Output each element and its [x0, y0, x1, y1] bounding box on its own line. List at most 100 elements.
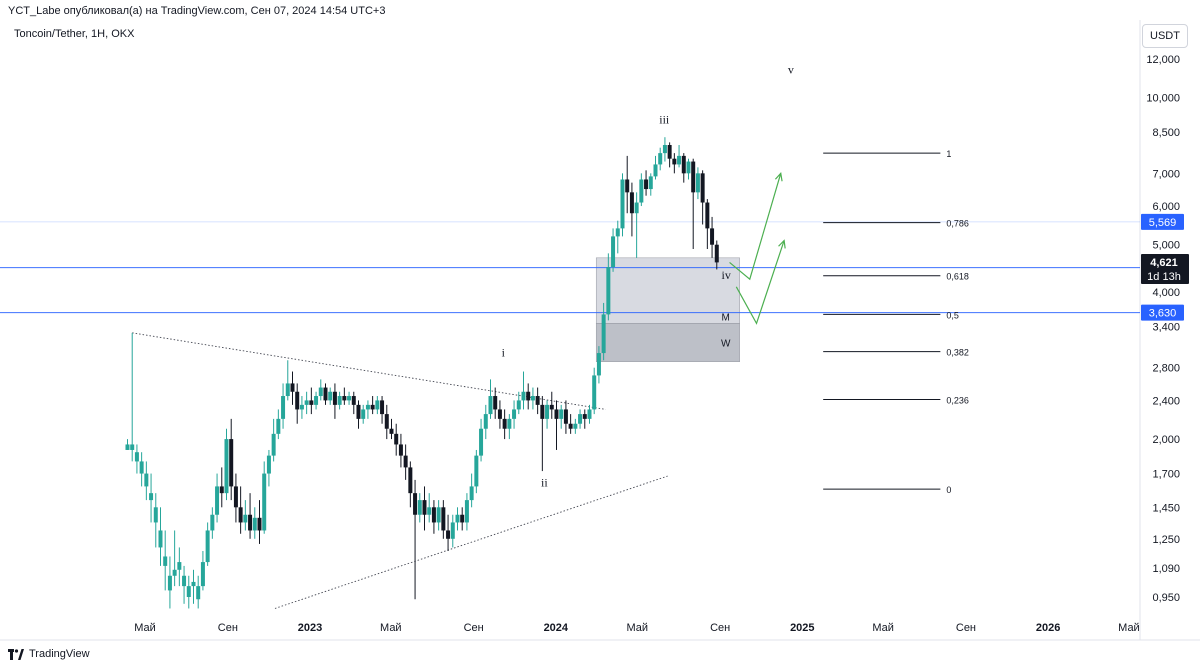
candle-body [257, 517, 262, 531]
candle-body [243, 514, 248, 523]
candle-body [394, 433, 399, 445]
candle-body [568, 423, 573, 429]
candle-body [248, 514, 253, 531]
candle-body [493, 396, 498, 410]
candle-body [653, 164, 658, 177]
candle-body [224, 439, 229, 494]
candle-body [125, 444, 130, 450]
candle-body [446, 530, 451, 539]
candle-body [285, 383, 290, 397]
candle-body [139, 461, 144, 474]
wave-label-i: i [502, 346, 506, 360]
tradingview-logo-icon [8, 648, 24, 660]
candle-body [710, 228, 715, 245]
candle-body [356, 404, 361, 419]
zone-w [595, 323, 740, 362]
candle-body [130, 444, 135, 450]
candle-body [516, 400, 521, 410]
price-tag [1141, 304, 1184, 321]
candle-body [620, 179, 625, 229]
y-tick-label: 1,090 [1152, 563, 1180, 575]
candle-body [384, 414, 389, 429]
candle-body [474, 455, 479, 487]
candle-body [337, 396, 342, 405]
wave-label-ii: ii [541, 475, 548, 489]
candle-body [182, 575, 187, 587]
x-tick-label: Май [872, 622, 894, 634]
candles-group [125, 137, 719, 609]
candle-body [403, 455, 408, 468]
candle-body [464, 500, 469, 523]
fib-label: 0,618 [946, 272, 969, 282]
candle-body [615, 228, 620, 237]
candle-body [479, 428, 484, 456]
candle-body [691, 161, 696, 193]
candle-body [512, 409, 517, 419]
candle-body [662, 145, 667, 154]
candle-body [606, 267, 611, 315]
candle-body [266, 455, 271, 474]
candle-body [276, 418, 281, 434]
candle-body [677, 155, 682, 165]
candle-body [361, 409, 366, 419]
candle-body [262, 473, 267, 531]
candle-body [483, 414, 488, 429]
fib-label: 0,786 [946, 219, 969, 229]
candle-body [144, 473, 149, 487]
y-tick-label: 6,000 [1152, 201, 1180, 213]
wave-label-iii: iii [659, 113, 670, 127]
candle-body [672, 158, 677, 165]
candle-body [163, 556, 168, 566]
currency-button[interactable]: USDT [1142, 24, 1188, 48]
candle-body [158, 530, 163, 548]
candle-body [502, 418, 507, 429]
candle-body [252, 517, 257, 531]
fib-label: 0,382 [946, 348, 969, 358]
candle-body [271, 433, 276, 456]
y-tick-label: 10,000 [1146, 93, 1180, 105]
y-tick-label: 0,950 [1152, 592, 1180, 604]
x-tick-label: 2023 [298, 622, 322, 634]
trendline-1 [274, 475, 668, 609]
candle-body [281, 396, 286, 419]
y-tick-label: 1,450 [1152, 502, 1180, 514]
y-tick-label: 4,000 [1152, 287, 1180, 299]
candle-body [549, 404, 554, 410]
x-tick-label: Май [380, 622, 402, 634]
candle-body [573, 423, 578, 429]
candle-body [488, 396, 493, 415]
candle-body [408, 467, 413, 494]
x-tick-label: 2025 [790, 622, 814, 634]
projection-arrowhead-1 [778, 239, 786, 249]
candle-body [629, 192, 634, 214]
candle-body [592, 375, 597, 410]
candle-body [578, 414, 583, 424]
fib-label: 0,5 [946, 310, 959, 320]
y-tick-label: 8,500 [1152, 127, 1180, 139]
candle-body [441, 507, 446, 531]
candle-body [323, 387, 328, 401]
candle-body [526, 391, 531, 401]
candle-body [233, 486, 238, 508]
candle-body [455, 514, 460, 523]
candle-body [521, 391, 526, 401]
candle-body [436, 507, 441, 523]
projection-path-0 [729, 173, 782, 281]
candle-body [200, 562, 205, 587]
candle-body [422, 500, 427, 515]
candle-body [644, 179, 649, 190]
candle-body [427, 507, 432, 515]
last-price-label: 4,621 [1150, 257, 1178, 269]
footer-brand[interactable]: TradingView [29, 648, 90, 660]
x-tick-label: 2026 [1036, 622, 1060, 634]
candle-body [380, 400, 385, 415]
x-tick-label: Сен [956, 622, 976, 634]
publish-info: YCT_Labe опубликовал(а) на TradingView.c… [8, 5, 386, 17]
footer: TradingView [8, 648, 90, 660]
candle-body [540, 404, 545, 419]
candle-body [186, 586, 191, 597]
candle-body [639, 179, 644, 203]
zone-label-m: M [722, 312, 730, 323]
candle-body [714, 244, 719, 263]
